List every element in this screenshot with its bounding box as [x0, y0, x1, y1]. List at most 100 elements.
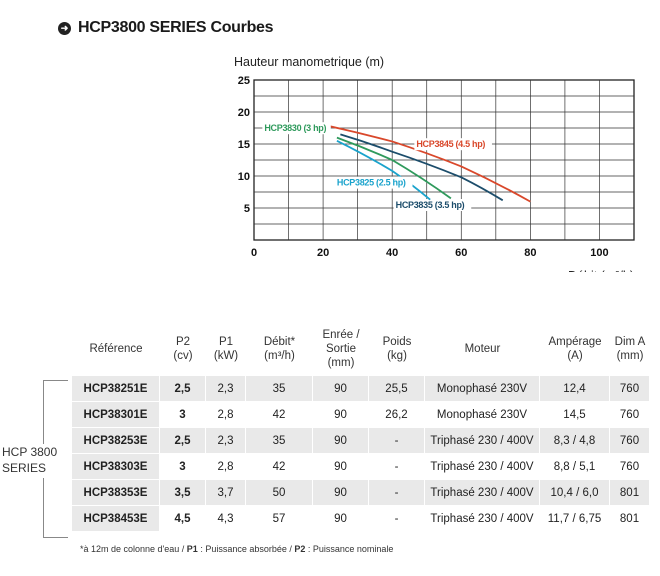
header-p1: P1 (kW) — [213, 336, 239, 362]
cell-p1: 2,8 — [206, 454, 246, 480]
x-tick-label: 100 — [590, 247, 608, 259]
header-dim-a: Dim A (mm) — [614, 336, 646, 362]
header-moteur: Moteur — [464, 343, 501, 356]
cell-moteur: Monophasé 230V — [425, 376, 540, 402]
table-row: HCP38253E 2,5 2,3 35 90 - Triphasé 230 /… — [72, 428, 650, 454]
cell-amperage: 12,4 — [540, 376, 610, 402]
series-label: HCP3830 (3 hp) — [264, 123, 326, 133]
cell-reference: HCP38453E — [72, 506, 160, 532]
specs-table: Référence P2 (cv) P1 (kW) Débit* (m³/h) Enr… — [72, 324, 650, 532]
cell-moteur: Triphasé 230 / 400V — [425, 480, 540, 506]
cell-reference: HCP38353E — [72, 480, 160, 506]
cell-reference: HCP38251E — [72, 376, 160, 402]
table-row: HCP38303E 3 2,8 42 90 - Triphasé 230 / 4… — [72, 454, 650, 480]
cell-moteur: Monophasé 230V — [425, 402, 540, 428]
series-label: HCP3825 (2.5 hp) — [337, 178, 406, 188]
header-reference: Référence — [89, 343, 143, 356]
cell-p1: 3,7 — [206, 480, 246, 506]
cell-debit: 57 — [246, 506, 313, 532]
cell-debit: 42 — [246, 402, 313, 428]
cell-p1: 2,8 — [206, 402, 246, 428]
cell-p2: 2,5 — [160, 376, 206, 402]
y-tick-label: 15 — [238, 139, 250, 151]
x-tick-label: 60 — [455, 247, 467, 259]
cell-reference: HCP38303E — [72, 454, 160, 480]
cell-dim-a: 801 — [610, 506, 650, 532]
table-header-row: Référence P2 (cv) P1 (kW) Débit* (m³/h) Enr… — [72, 324, 650, 376]
series-line — [322, 123, 531, 203]
footnote-p2: P2 — [294, 544, 306, 554]
cell-p1: 4,3 — [206, 506, 246, 532]
x-tick-label: 20 — [317, 247, 329, 259]
cell-dim-a: 760 — [610, 454, 650, 480]
cell-poids: - — [369, 480, 425, 506]
cell-poids: - — [369, 506, 425, 532]
cell-entree-sortie: 90 — [313, 454, 369, 480]
cell-dim-a: 760 — [610, 428, 650, 454]
cell-amperage: 8,3 / 4,8 — [540, 428, 610, 454]
cell-amperage: 11,7 / 6,75 — [540, 506, 610, 532]
x-tick-label: 40 — [386, 247, 398, 259]
cell-poids: 25,5 — [369, 376, 425, 402]
cell-entree-sortie: 90 — [313, 428, 369, 454]
header-poids: Poids (kg) — [382, 336, 412, 362]
cell-debit: 50 — [246, 480, 313, 506]
footnote: *à 12m de colonne d'eau / P1 : Puissance… — [80, 544, 393, 554]
header-amperage: Ampérage (A) — [548, 336, 602, 362]
footnote-p1: P1 — [186, 544, 198, 554]
cell-entree-sortie: 90 — [313, 376, 369, 402]
series-label-line2: SERIES — [2, 461, 47, 475]
page-title: HCP3800 SERIES Courbes — [78, 19, 274, 36]
table-row: HCP38353E 3,5 3,7 50 90 - Triphasé 230 /… — [72, 480, 650, 506]
cell-p2: 3 — [160, 402, 206, 428]
cell-amperage: 8,8 / 5,1 — [540, 454, 610, 480]
footnote-part1: *à 12m de colonne d'eau / — [80, 544, 187, 554]
cell-poids: - — [369, 454, 425, 480]
series-label-backdrop — [0, 444, 48, 478]
cell-moteur: Triphasé 230 / 400V — [425, 454, 540, 480]
cell-moteur: Triphasé 230 / 400V — [425, 506, 540, 532]
series-line — [336, 136, 452, 200]
y-tick-label: 10 — [238, 171, 250, 183]
series-label-bg — [393, 199, 472, 211]
series-label: HCP 3800 SERIES — [2, 444, 62, 476]
cell-debit: 35 — [246, 376, 313, 402]
cell-dim-a: 760 — [610, 376, 650, 402]
cell-dim-a: 801 — [610, 480, 650, 506]
cell-p1: 2,3 — [206, 376, 246, 402]
y-axis-label: Hauteur manometrique (m) — [234, 55, 384, 69]
series-label: HCP3835 (3.5 hp) — [396, 200, 465, 210]
cell-entree-sortie: 90 — [313, 480, 369, 506]
cell-reference: HCP38253E — [72, 428, 160, 454]
cell-p2: 3,5 — [160, 480, 206, 506]
header-debit: Débit* (m³/h) — [263, 336, 296, 362]
cell-debit: 35 — [246, 428, 313, 454]
table-row: HCP38453E 4,5 4,3 57 90 - Triphasé 230 /… — [72, 506, 650, 532]
table-row: HCP38301E 3 2,8 42 90 26,2 Monophasé 230… — [72, 402, 650, 428]
x-tick-label: 80 — [524, 247, 536, 259]
cell-dim-a: 760 — [610, 402, 650, 428]
cell-p1: 2,3 — [206, 428, 246, 454]
table-row: HCP38251E 2,5 2,3 35 90 25,5 Monophasé 2… — [72, 376, 650, 402]
cell-poids: - — [369, 428, 425, 454]
cell-reference: HCP38301E — [72, 402, 160, 428]
series-label: HCP3845 (4.5 hp) — [416, 139, 485, 149]
footnote-part3: : Puissance nominale — [305, 544, 394, 554]
x-axis-label: Débit (m³/h) — [568, 269, 634, 272]
x-tick-label: 0 — [251, 247, 257, 259]
cell-entree-sortie: 90 — [313, 402, 369, 428]
series-line — [340, 133, 504, 202]
header-entree-sortie: Enrée / Sortie (mm) — [322, 329, 360, 369]
y-tick-label: 20 — [238, 107, 250, 119]
series-label-line1: HCP 3800 — [2, 445, 58, 459]
arrow-right-circle-icon: ➜ — [58, 21, 71, 35]
cell-p2: 4,5 — [160, 506, 206, 532]
cell-p2: 2,5 — [160, 428, 206, 454]
series-label-bg — [334, 176, 413, 189]
footnote-part2: : Puissance absorbée / — [197, 544, 295, 554]
section-heading: ➜ HCP3800 SERIES Courbes — [58, 19, 274, 37]
cell-moteur: Triphasé 230 / 400V — [425, 428, 540, 454]
cell-p2: 3 — [160, 454, 206, 480]
series-label-bg — [414, 138, 492, 151]
cell-entree-sortie: 90 — [313, 506, 369, 532]
